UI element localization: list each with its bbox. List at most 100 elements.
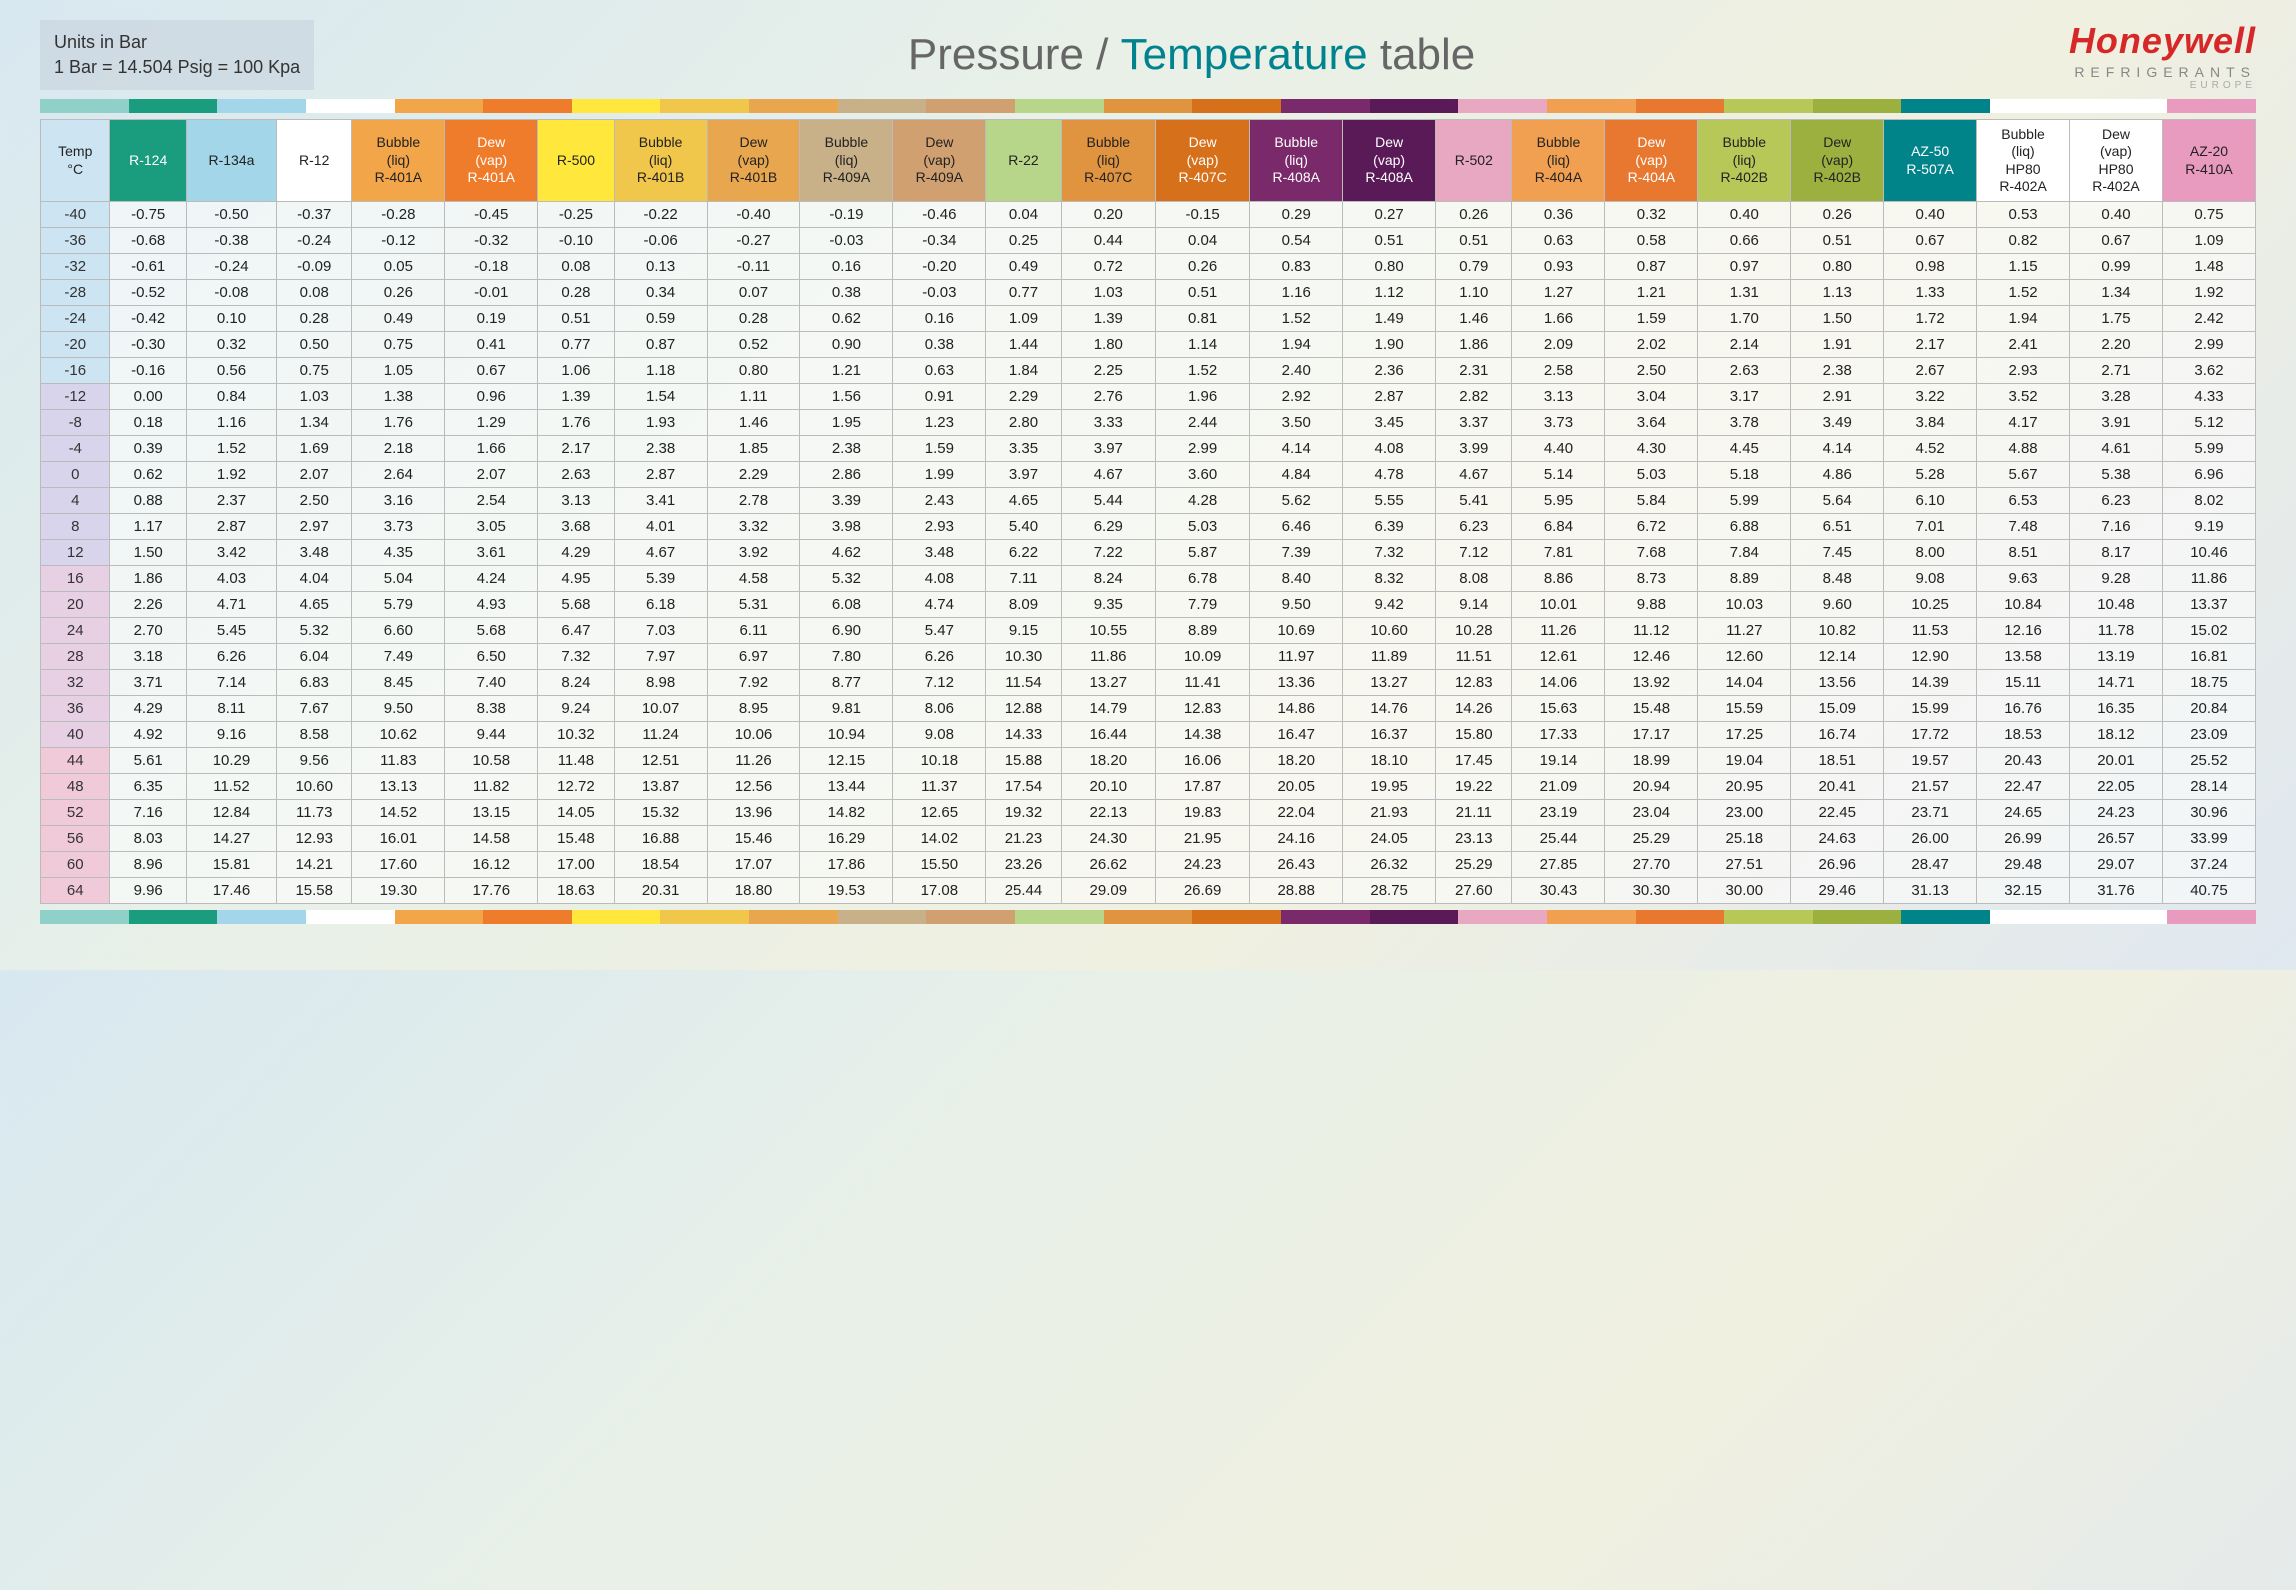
value-cell: 1.76	[352, 410, 445, 436]
value-cell: -0.42	[110, 306, 186, 332]
value-cell: 3.33	[1061, 410, 1155, 436]
value-cell: 2.97	[277, 514, 352, 540]
value-cell: 2.87	[1343, 384, 1436, 410]
table-body: -40-0.75-0.50-0.37-0.28-0.45-0.25-0.22-0…	[41, 202, 2256, 904]
value-cell: 0.04	[986, 202, 1061, 228]
value-cell: 7.14	[186, 670, 276, 696]
value-cell: 2.38	[1791, 358, 1884, 384]
value-cell: 1.92	[2162, 280, 2255, 306]
value-cell: 8.96	[110, 852, 186, 878]
column-header: Bubble(liq)R-407C	[1061, 120, 1155, 202]
value-cell: 17.33	[1512, 722, 1605, 748]
value-cell: 3.49	[1791, 410, 1884, 436]
value-cell: 4.29	[110, 696, 186, 722]
value-cell: 12.16	[1977, 618, 2070, 644]
value-cell: 24.05	[1343, 826, 1436, 852]
value-cell: 2.25	[1061, 358, 1155, 384]
value-cell: 0.50	[277, 332, 352, 358]
value-cell: 0.72	[1061, 254, 1155, 280]
value-cell: 9.60	[1791, 592, 1884, 618]
column-header: R-124	[110, 120, 186, 202]
value-cell: 0.05	[352, 254, 445, 280]
value-cell: 0.67	[2070, 228, 2163, 254]
value-cell: 10.06	[707, 722, 800, 748]
value-cell: 0.28	[538, 280, 614, 306]
value-cell: 6.60	[352, 618, 445, 644]
value-cell: 1.50	[1791, 306, 1884, 332]
value-cell: 5.68	[538, 592, 614, 618]
value-cell: -0.28	[352, 202, 445, 228]
value-cell: 1.10	[1436, 280, 1512, 306]
brand-sub: REFRIGERANTS	[2069, 64, 2256, 80]
value-cell: 8.17	[2070, 540, 2163, 566]
value-cell: 0.29	[1250, 202, 1343, 228]
value-cell: 24.23	[2070, 800, 2163, 826]
value-cell: 5.79	[352, 592, 445, 618]
value-cell: 9.14	[1436, 592, 1512, 618]
value-cell: 0.51	[1791, 228, 1884, 254]
value-cell: 1.03	[1061, 280, 1155, 306]
value-cell: 4.58	[707, 566, 800, 592]
value-cell: 1.94	[1977, 306, 2070, 332]
value-cell: -0.22	[614, 202, 707, 228]
temp-cell: 20	[41, 592, 110, 618]
value-cell: 5.68	[445, 618, 538, 644]
value-cell: 7.92	[707, 670, 800, 696]
value-cell: 4.08	[1343, 436, 1436, 462]
value-cell: 22.47	[1977, 774, 2070, 800]
temp-cell: 16	[41, 566, 110, 592]
value-cell: 1.76	[538, 410, 614, 436]
value-cell: 13.92	[1605, 670, 1698, 696]
value-cell: -0.01	[445, 280, 538, 306]
value-cell: 2.29	[707, 462, 800, 488]
value-cell: 11.53	[1884, 618, 1977, 644]
value-cell: 3.97	[1061, 436, 1155, 462]
value-cell: 30.30	[1605, 878, 1698, 904]
value-cell: 1.80	[1061, 332, 1155, 358]
value-cell: 2.40	[1250, 358, 1343, 384]
value-cell: 1.16	[186, 410, 276, 436]
value-cell: 4.93	[445, 592, 538, 618]
value-cell: 4.67	[614, 540, 707, 566]
value-cell: 5.64	[1791, 488, 1884, 514]
value-cell: 16.12	[445, 852, 538, 878]
value-cell: 23.13	[1436, 826, 1512, 852]
value-cell: 7.79	[1155, 592, 1249, 618]
value-cell: 8.51	[1977, 540, 2070, 566]
value-cell: 5.32	[277, 618, 352, 644]
value-cell: 7.16	[110, 800, 186, 826]
value-cell: 1.18	[614, 358, 707, 384]
value-cell: 30.00	[1698, 878, 1791, 904]
value-cell: 14.82	[800, 800, 893, 826]
value-cell: 1.85	[707, 436, 800, 462]
value-cell: 9.81	[800, 696, 893, 722]
value-cell: 5.39	[614, 566, 707, 592]
value-cell: 6.78	[1155, 566, 1249, 592]
temp-cell: 44	[41, 748, 110, 774]
value-cell: 28.14	[2162, 774, 2255, 800]
table-row: -36-0.68-0.38-0.24-0.12-0.32-0.10-0.06-0…	[41, 228, 2256, 254]
value-cell: 15.32	[614, 800, 707, 826]
value-cell: 6.11	[707, 618, 800, 644]
value-cell: 11.52	[186, 774, 276, 800]
value-cell: 13.13	[352, 774, 445, 800]
value-cell: 6.04	[277, 644, 352, 670]
column-header: R-134a	[186, 120, 276, 202]
value-cell: 15.99	[1884, 696, 1977, 722]
value-cell: 4.17	[1977, 410, 2070, 436]
value-cell: -0.12	[352, 228, 445, 254]
brand: Honeywell REFRIGERANTS EUROPE	[2069, 20, 2256, 91]
value-cell: 11.12	[1605, 618, 1698, 644]
value-cell: 7.68	[1605, 540, 1698, 566]
value-cell: 1.03	[277, 384, 352, 410]
value-cell: 1.46	[707, 410, 800, 436]
value-cell: 4.30	[1605, 436, 1698, 462]
value-cell: 20.95	[1698, 774, 1791, 800]
table-row: 323.717.146.838.457.408.248.987.928.777.…	[41, 670, 2256, 696]
value-cell: 1.05	[352, 358, 445, 384]
value-cell: 0.91	[893, 384, 986, 410]
value-cell: 6.90	[800, 618, 893, 644]
temp-cell: -40	[41, 202, 110, 228]
value-cell: 10.07	[614, 696, 707, 722]
temp-cell: -36	[41, 228, 110, 254]
